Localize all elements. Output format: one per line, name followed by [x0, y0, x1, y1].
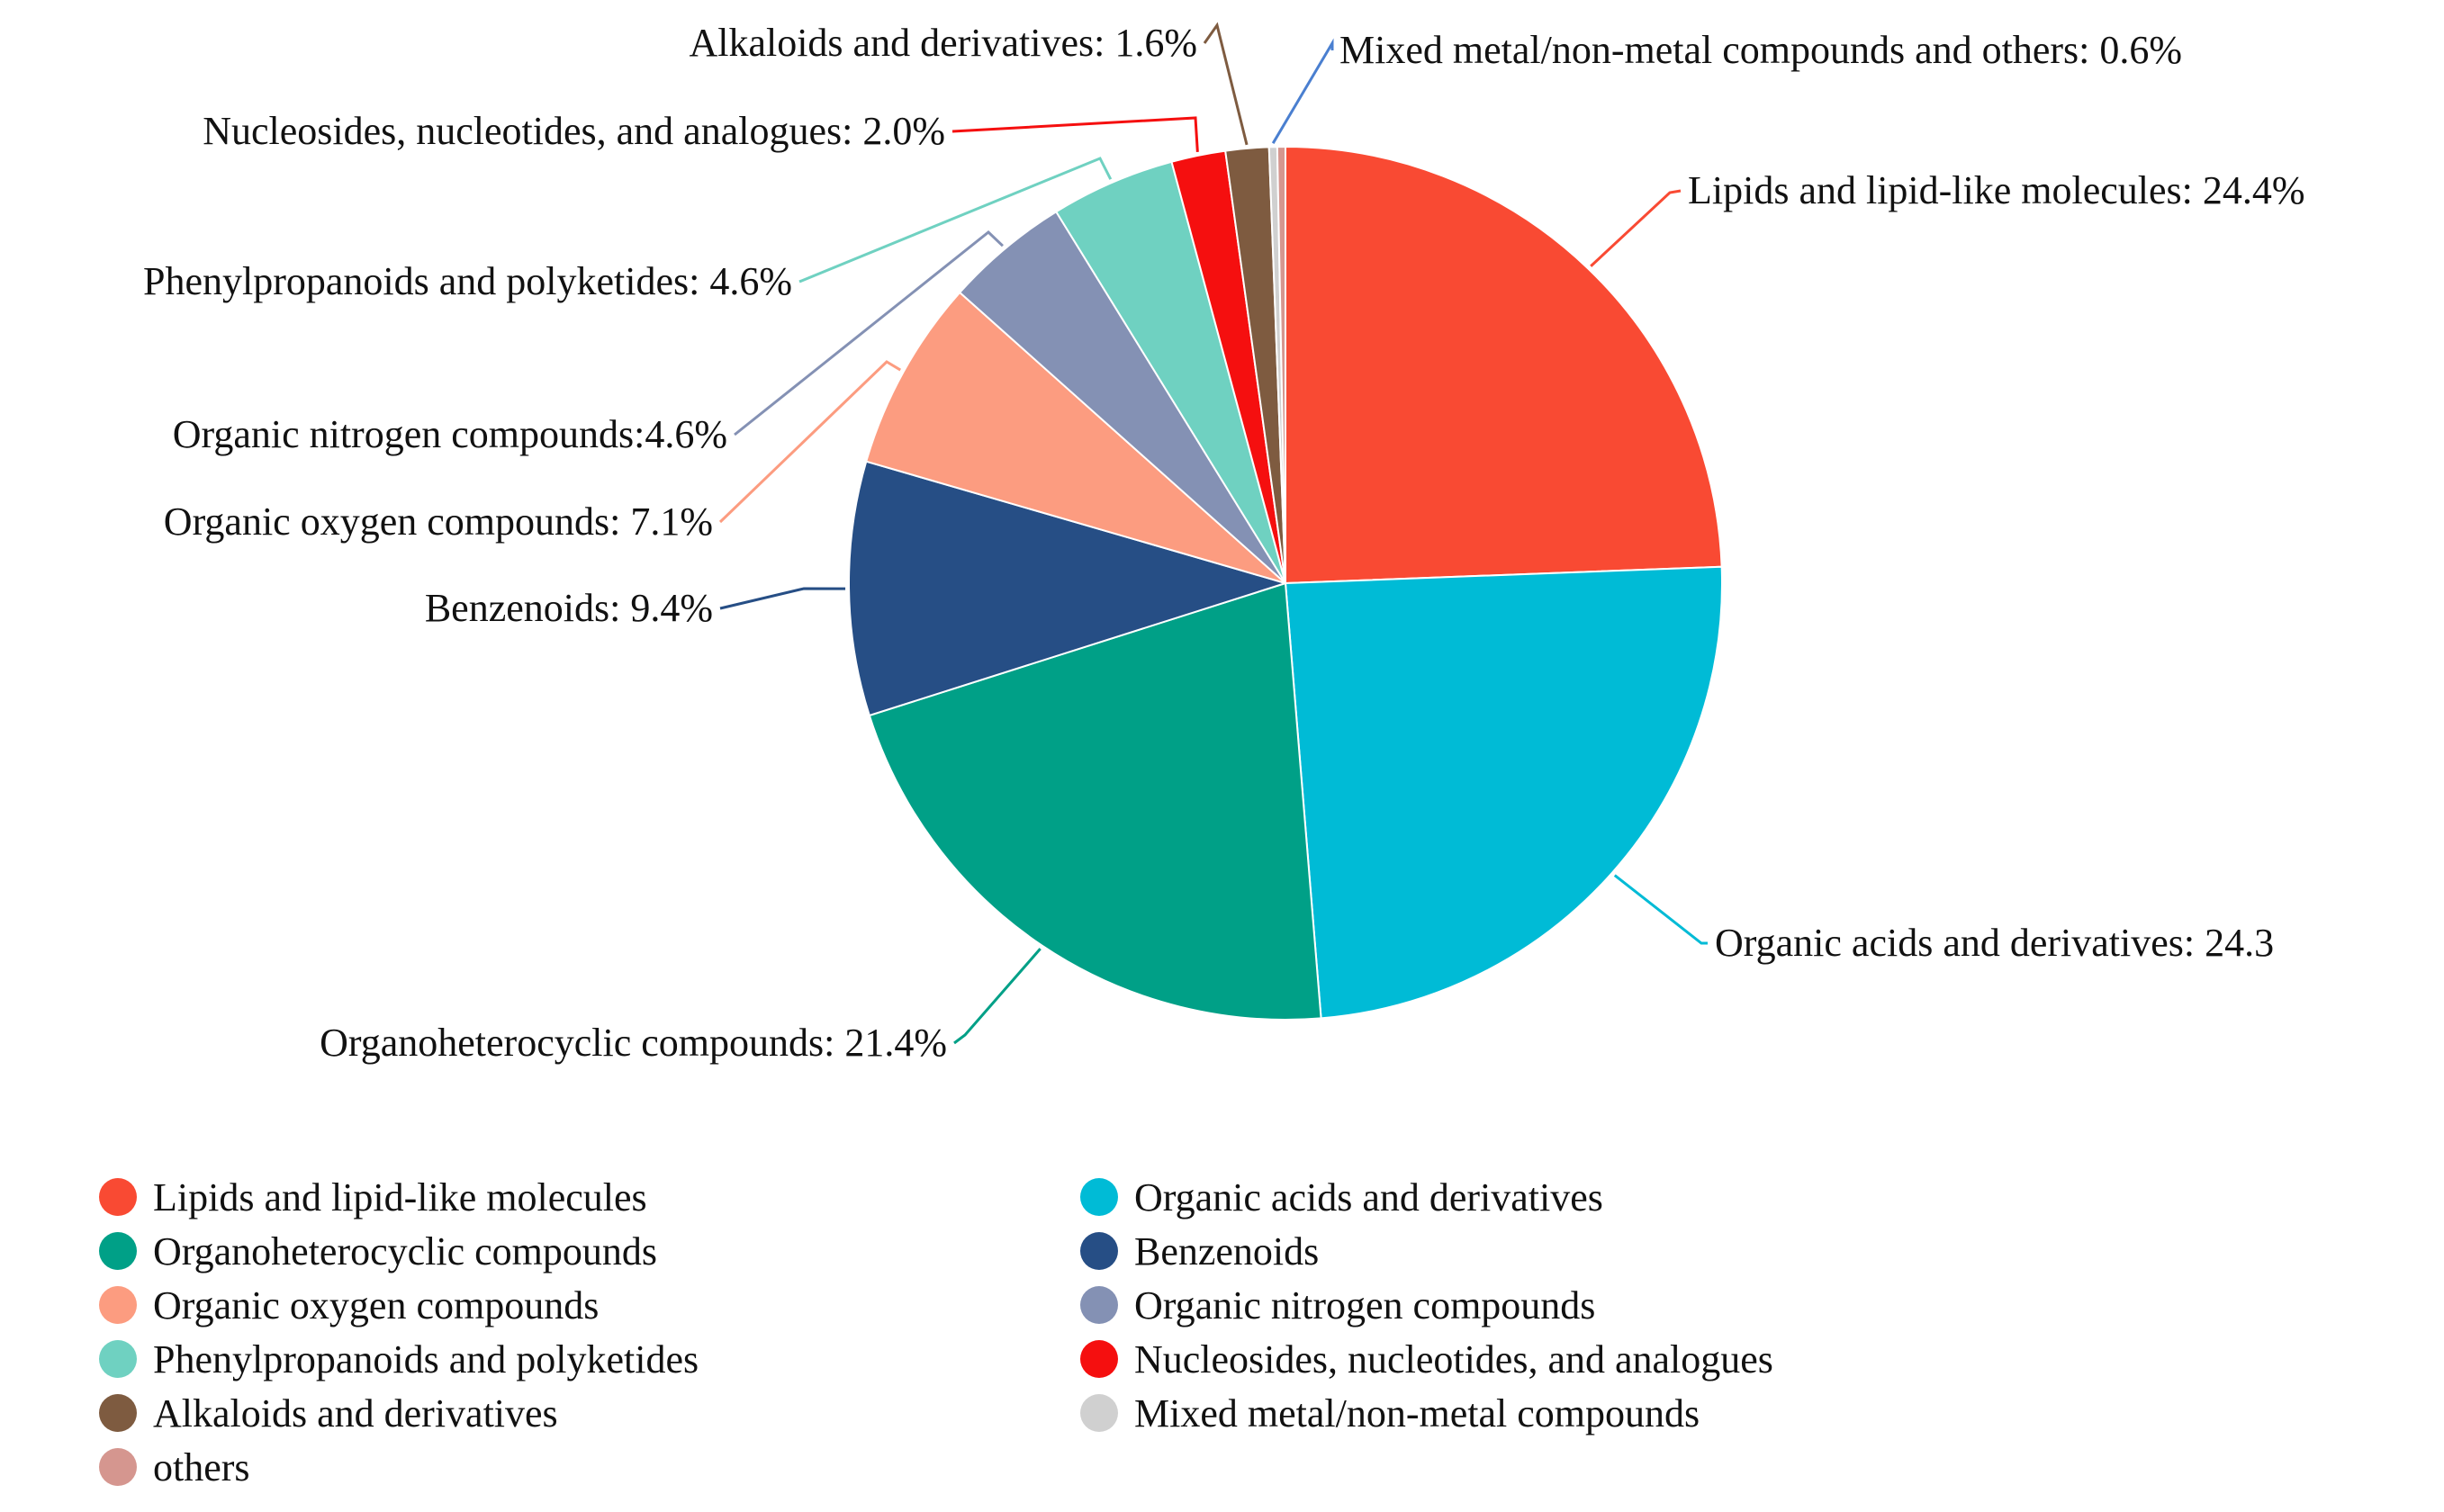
- data-label-phenylpropanoids-and-polyketides: Phenylpropanoids and polyketides: 4.6%: [143, 259, 792, 303]
- leader-line-mixed-metal-non-metal-compounds: [1271, 38, 1334, 144]
- leader-line-organoheterocyclic-compounds: [953, 948, 1042, 1045]
- legend-label: Organic nitrogen compounds: [1134, 1282, 1596, 1328]
- legend-label: Organic oxygen compounds: [153, 1282, 600, 1328]
- legend-item-mixed-metal-non-metal-compounds: Mixed metal/non-metal compounds: [1080, 1388, 2160, 1438]
- pie-slice-lipids-and-lipid-like-molecules: [1285, 145, 1723, 585]
- data-label-mixed-metal-non-metal-compounds: Mixed metal/non-metal compounds and othe…: [1339, 28, 2182, 72]
- legend-item-organoheterocyclic-compounds: Organoheterocyclic compounds: [99, 1226, 1080, 1276]
- legend-swatch: [99, 1178, 137, 1216]
- legend-item-lipids-and-lipid-like-molecules: Lipids and lipid-like molecules: [99, 1172, 1080, 1222]
- legend-label: Lipids and lipid-like molecules: [153, 1174, 647, 1220]
- legend-label: Nucleosides, nucleotides, and analogues: [1134, 1336, 1773, 1382]
- legend-swatch: [1080, 1340, 1118, 1378]
- leader-line-nucleosides-nucleotides-and-analogues: [951, 116, 1199, 152]
- legend-swatch: [99, 1448, 137, 1486]
- legend-label: Mixed metal/non-metal compounds: [1134, 1390, 1700, 1436]
- leader-line-benzenoids: [719, 587, 846, 610]
- legend-label: Alkaloids and derivatives: [153, 1390, 558, 1436]
- pie-slice-benzenoids: [848, 460, 1289, 717]
- legend-item-alkaloids-and-derivatives: Alkaloids and derivatives: [99, 1388, 1080, 1438]
- legend: Lipids and lipid-like molecules Organic a…: [99, 1172, 2349, 1492]
- callout-labels-layer: Lipids and lipid-like molecules: 24.4% Or…: [143, 21, 2305, 1065]
- leader-line-organic-acids-and-derivatives: [1613, 874, 1708, 945]
- legend-swatch: [1080, 1232, 1118, 1270]
- pie-slice-organoheterocyclic-compounds: [868, 581, 1322, 1021]
- legend-swatch: [99, 1286, 137, 1324]
- leader-lines-layer: [718, 22, 1708, 1045]
- legend-item-phenylpropanoids-and-polyketides: Phenylpropanoids and polyketides: [99, 1334, 1080, 1384]
- legend-item-organic-oxygen-compounds: Organic oxygen compounds: [99, 1280, 1080, 1330]
- leader-line-organic-oxygen-compounds: [718, 360, 901, 524]
- data-label-organic-nitrogen-compounds: Organic nitrogen compounds:4.6%: [173, 412, 727, 456]
- data-label-benzenoids: Benzenoids: 9.4%: [425, 586, 713, 630]
- legend-swatch: [99, 1394, 137, 1432]
- legend-item-benzenoids: Benzenoids: [1080, 1226, 2160, 1276]
- legend-swatch: [1080, 1286, 1118, 1324]
- pie-slice-organic-oxygen-compounds: [865, 291, 1286, 584]
- legend-item-organic-acids-and-derivatives: Organic acids and derivatives: [1080, 1172, 2160, 1222]
- leader-line-alkaloids-and-derivatives: [1203, 22, 1249, 146]
- data-label-alkaloids-and-derivatives: Alkaloids and derivatives: 1.6%: [689, 21, 1197, 65]
- slices-layer: [848, 145, 1724, 1021]
- legend-swatch: [99, 1340, 137, 1378]
- pie-slice-others: [1276, 145, 1286, 584]
- legend-label: others: [153, 1444, 250, 1490]
- data-label-lipids-and-lipid-like-molecules: Lipids and lipid-like molecules: 24.4%: [1688, 168, 2305, 212]
- leader-line-lipids-and-lipid-like-molecules: [1590, 189, 1682, 267]
- leader-line-phenylpropanoids-and-polyketides: [798, 157, 1113, 284]
- legend-swatch: [1080, 1178, 1118, 1216]
- legend-label: Organic acids and derivatives: [1134, 1174, 1603, 1220]
- pie-slice-organic-acids-and-derivatives: [1284, 565, 1724, 1020]
- data-label-nucleosides-nucleotides-and-analogues: Nucleosides, nucleotides, and analogues:…: [203, 109, 945, 153]
- data-label-organic-oxygen-compounds: Organic oxygen compounds: 7.1%: [164, 500, 713, 544]
- data-label-organoheterocyclic-compounds: Organoheterocyclic compounds: 21.4%: [320, 1021, 947, 1065]
- leader-line-organic-nitrogen-compounds: [734, 230, 1004, 436]
- data-label-organic-acids-and-derivatives: Organic acids and derivatives: 24.3: [1715, 921, 2274, 965]
- legend-label: Benzenoids: [1134, 1228, 1320, 1274]
- legend-swatch: [99, 1232, 137, 1270]
- legend-item-others: others: [99, 1442, 1080, 1492]
- legend-swatch: [1080, 1394, 1118, 1432]
- legend-item-nucleosides-nucleotides-and-analogues: Nucleosides, nucleotides, and analogues: [1080, 1334, 2160, 1384]
- legend-item-organic-nitrogen-compounds: Organic nitrogen compounds: [1080, 1280, 2160, 1330]
- legend-label: Organoheterocyclic compounds: [153, 1228, 658, 1274]
- legend-label: Phenylpropanoids and polyketides: [153, 1336, 699, 1382]
